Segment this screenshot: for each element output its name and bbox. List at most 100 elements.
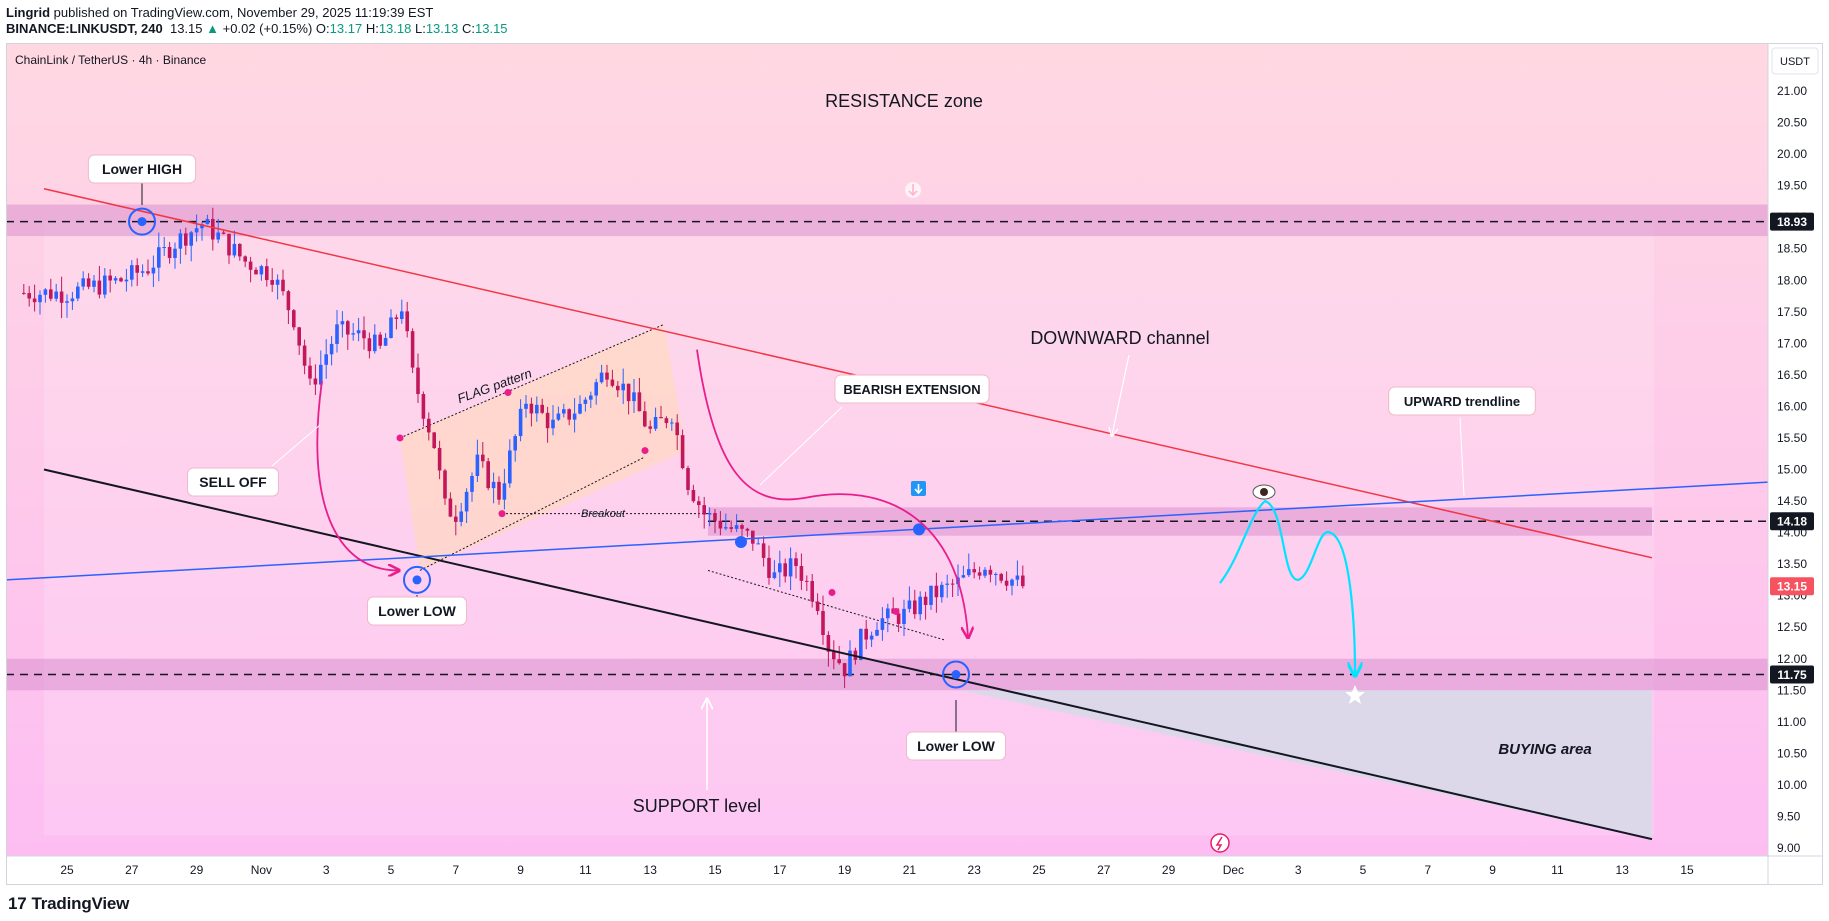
y-tick-label: 12.50 xyxy=(1777,620,1807,634)
pattern-point-5 xyxy=(828,589,836,597)
candle-body xyxy=(297,327,301,346)
candle-body xyxy=(583,399,588,404)
candle-body xyxy=(497,481,501,500)
low-label: L: xyxy=(414,21,426,36)
candle-body xyxy=(610,379,615,386)
author-name[interactable]: Lingrid xyxy=(6,5,51,20)
price-tag-box xyxy=(1770,665,1814,684)
y-tick-label: 18.00 xyxy=(1777,273,1807,287)
candle-body xyxy=(578,403,582,414)
candle-body xyxy=(140,271,145,273)
candle-body xyxy=(351,333,355,335)
price-tag-label: 14.18 xyxy=(1777,515,1807,529)
candle-body xyxy=(335,324,339,344)
candle-body xyxy=(535,404,539,414)
candle-body xyxy=(448,498,453,517)
x-tick-label: 21 xyxy=(903,863,917,877)
candle-body xyxy=(491,481,496,489)
candle-body xyxy=(832,651,836,660)
candle-body xyxy=(783,563,787,577)
price-change: +0.02 (+0.15%) xyxy=(222,21,313,36)
candle-body xyxy=(745,528,750,531)
y-tick-label: 21.00 xyxy=(1777,84,1807,98)
candle-body xyxy=(562,409,566,414)
candle-body xyxy=(32,298,37,303)
pattern-point-4 xyxy=(498,510,506,518)
y-tick-label: 12.00 xyxy=(1777,652,1807,666)
y-tick-label: 11.50 xyxy=(1777,683,1806,697)
candle-body xyxy=(983,569,987,576)
candle-body xyxy=(265,266,269,281)
candle-body xyxy=(826,635,831,652)
candle-body xyxy=(605,372,609,380)
open-label: O: xyxy=(315,21,330,36)
candle-body xyxy=(1004,580,1009,586)
high-value: 13.18 xyxy=(378,21,412,36)
candle-body xyxy=(135,265,139,273)
candle-body xyxy=(432,432,436,449)
candle-body xyxy=(805,580,809,582)
chart-legend-title: ChainLink / TetherUS · 4h · Binance xyxy=(15,53,207,67)
candle-body xyxy=(680,435,685,469)
candle-body xyxy=(994,573,998,575)
candle-body xyxy=(216,232,220,240)
upward-trendline-box xyxy=(1388,386,1536,416)
candle-body xyxy=(697,501,701,506)
candle-body xyxy=(972,569,976,573)
x-tick-label: 23 xyxy=(968,863,982,877)
blue-marker-2 xyxy=(913,523,925,536)
candle-body xyxy=(221,232,226,234)
candle-body xyxy=(319,364,323,385)
candle-body xyxy=(961,575,966,578)
candle-body xyxy=(124,279,129,282)
x-tick-label: 27 xyxy=(125,863,139,877)
publish-line: Lingrid published on TradingView.com, No… xyxy=(6,5,433,20)
candle-body xyxy=(508,450,512,484)
lower-high-box xyxy=(87,154,197,184)
candle-body xyxy=(308,365,312,379)
candle-body xyxy=(977,572,982,576)
candle-body xyxy=(275,279,280,285)
candle-body xyxy=(734,525,739,529)
x-tick-label: 15 xyxy=(708,863,722,877)
bearish-extension-pointer xyxy=(759,406,843,486)
y-tick-label: 16.50 xyxy=(1777,368,1807,382)
candle-body xyxy=(864,628,868,640)
candle-body xyxy=(43,289,48,295)
candle-body xyxy=(988,569,993,575)
candle-body xyxy=(211,218,215,240)
candle-body xyxy=(373,334,377,352)
candle-body xyxy=(567,409,571,420)
candle-body xyxy=(254,269,258,275)
badge-down-arrow-icon xyxy=(914,484,923,495)
y-tick-label: 17.00 xyxy=(1777,336,1807,350)
y-tick-label: 10.50 xyxy=(1777,746,1807,760)
y-tick-label: 17.50 xyxy=(1777,305,1807,319)
candle-body xyxy=(340,321,345,325)
candle-body xyxy=(918,596,922,615)
candle-body xyxy=(929,585,933,605)
candle-body xyxy=(227,233,231,256)
candle-body xyxy=(281,279,285,292)
y-tick-label: 16.00 xyxy=(1777,399,1807,413)
y-tick-label: 9.00 xyxy=(1777,841,1801,855)
y-tick-label: 10.00 xyxy=(1777,778,1807,792)
y-tick-label: 18.50 xyxy=(1777,242,1807,256)
candle-body xyxy=(545,412,550,429)
candle-body xyxy=(902,608,906,625)
change-arrow-icon: ▲ xyxy=(206,21,220,36)
x-tick-label: 7 xyxy=(1424,863,1431,877)
candle-body xyxy=(286,291,291,311)
candle-body xyxy=(594,382,598,396)
symbol-label[interactable]: BINANCE:LINKUSDT, 240 xyxy=(6,21,163,36)
x-tick-label: 29 xyxy=(1162,863,1176,877)
x-tick-label: 25 xyxy=(1032,863,1046,877)
candle-body xyxy=(86,278,91,287)
y-tick-label: 20.00 xyxy=(1777,147,1807,161)
candle-body xyxy=(778,563,782,573)
candle-body xyxy=(119,278,123,282)
tradingview-logo[interactable]: 17 TradingView xyxy=(8,894,129,914)
lower-low-1-label: Lower LOW xyxy=(378,603,457,619)
candle-body xyxy=(767,557,771,578)
